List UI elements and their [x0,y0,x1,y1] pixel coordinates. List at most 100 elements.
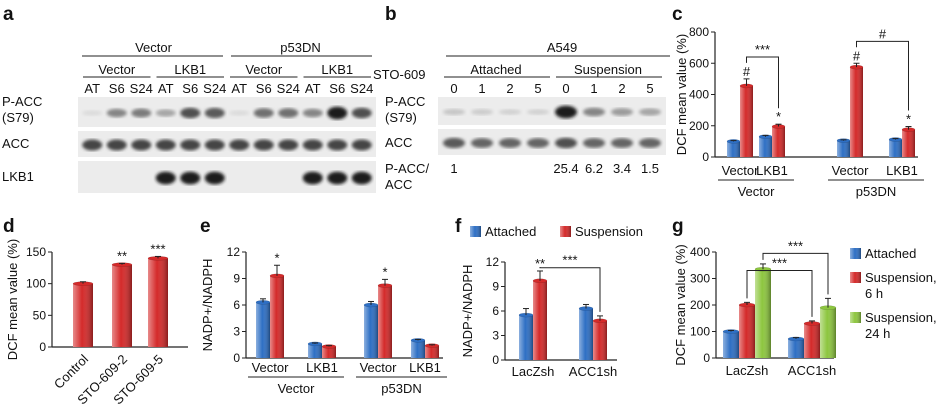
x-group-label: p53DN [381,381,421,396]
bar-shading [739,305,755,358]
lane-label: AT [305,81,321,96]
significance-mark: * [906,112,911,127]
blot-band [253,139,274,151]
lane-label: 2 [506,81,513,96]
y-tick-label: 12 [227,245,241,259]
significance-bracket [539,266,601,312]
x-category-label: LKB1 [756,163,788,178]
x-category-label: LKB1 [886,163,918,178]
lane-label: 0 [562,81,569,96]
drug-label: STO-609 [373,67,426,82]
x-group-label: p53DN [856,184,896,199]
blot-band [229,110,250,116]
legend-label: Attached [865,246,916,261]
blot-band [611,138,633,148]
blot-band [639,138,661,148]
legend-swatch-shading [850,248,861,259]
y-tick-label: 400 [690,245,710,259]
bar-shading [73,283,93,347]
significance-mark: ** [535,256,545,271]
y-tick-label: 200 [689,119,709,133]
bar-shading [533,280,547,360]
blot-band [180,139,201,151]
y-tick-label: 150 [26,245,46,259]
lane-label: AT [158,81,174,96]
bar-shading [740,85,753,157]
panel-c-letter: c [672,4,683,25]
significance-bracket [856,40,909,111]
blot-band [82,110,103,116]
blot-band [278,139,299,151]
significance-mark: * [274,250,279,265]
condition-label: Attached [470,62,521,77]
significance-bracket [762,252,829,295]
y-tick-label: 0 [233,351,240,365]
panel-a-letter: a [3,4,14,25]
y-tick-label: 6 [492,304,499,318]
bar-shading [148,258,168,347]
legend-swatch-shading [560,226,571,237]
ratio-value: 25.4 [553,161,578,176]
lane-label: S6 [256,81,272,96]
blot-band [583,107,605,117]
blot-band [555,137,577,149]
y-axis-title: NADP+/NADPH [460,265,475,358]
blot-band [204,107,225,119]
y-axis-title: NADP+/NADPH [200,259,215,352]
bar-shading [308,343,322,358]
legend: Attached Suspension, 6 h Suspension, 24 h [850,246,937,341]
bar-shading [723,331,739,358]
blot-band [351,171,372,185]
bar-shading [378,285,392,358]
blot-band [106,108,127,118]
blot-strip [78,97,376,127]
blot-band [583,138,605,148]
blot-band [471,138,493,148]
blot-band [131,108,152,118]
subgroup-label: LKB1 [174,62,206,77]
ratio-value: 6.2 [585,161,603,176]
chart-e: 0 3 6 9 12 NADP+/NADPH Vector LKB1 Vector LKB1 Vec… [200,245,447,396]
y-tick-label: 100 [26,277,46,291]
y-tick-label: 50 [33,308,47,322]
y-tick-label: 0 [492,353,499,367]
blot-row-label: P-ACC (S79) [385,94,425,125]
bar-shading [425,345,439,358]
lane-label: AT [231,81,247,96]
blot-band [253,108,274,118]
blot-band [555,105,577,119]
x-group-label: Vector [278,381,316,396]
y-tick-label: 0 [702,150,709,164]
blot-band [327,139,348,151]
blot-row-label: P-ACC (S79) [2,94,42,125]
bar-shading [788,338,804,358]
x-category-label: LKB1 [306,360,338,375]
bar-shading [112,264,132,347]
y-tick-label: 3 [492,329,499,343]
blot-band [278,108,299,118]
y-axis-title: DCF mean value (%) [673,244,688,365]
y-tick-label: 0 [39,340,46,354]
bar-shading [593,320,607,360]
condition-label: Suspension [574,62,642,77]
blot-band [106,139,127,151]
ratio-value: 1 [450,161,457,176]
lane-label: 1 [478,81,485,96]
y-tick-label: 6 [233,298,240,312]
lane-label: S24 [203,81,226,96]
blot-band [155,139,176,151]
bar-shading [322,346,336,358]
panel-e-letter: e [200,216,211,237]
bar-shading [519,315,533,360]
x-category-label: LKB1 [409,360,441,375]
bar-shading [579,308,593,360]
y-axis-title: DCF mean value (%) [674,34,689,155]
lane-label: S24 [350,81,373,96]
lane-label: AT [84,81,100,96]
blot-band [302,139,323,151]
y-tick-label: 9 [233,272,240,286]
blot-band [499,138,521,148]
